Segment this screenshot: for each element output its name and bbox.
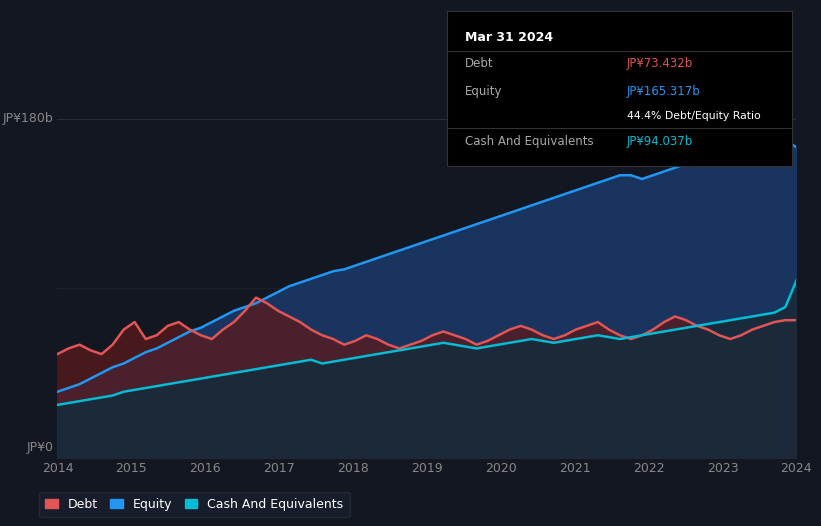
- Text: Mar 31 2024: Mar 31 2024: [465, 31, 553, 44]
- Text: JP¥165.317b: JP¥165.317b: [626, 85, 700, 98]
- Text: JP¥180b: JP¥180b: [3, 112, 54, 125]
- Text: Debt: Debt: [465, 57, 493, 70]
- Text: JP¥94.037b: JP¥94.037b: [626, 135, 693, 148]
- Legend: Debt, Equity, Cash And Equivalents: Debt, Equity, Cash And Equivalents: [39, 492, 350, 517]
- Text: Equity: Equity: [465, 85, 502, 98]
- Text: JP¥0: JP¥0: [27, 441, 54, 454]
- Text: Cash And Equivalents: Cash And Equivalents: [465, 135, 594, 148]
- Text: 44.4% Debt/Equity Ratio: 44.4% Debt/Equity Ratio: [626, 112, 760, 122]
- Text: JP¥73.432b: JP¥73.432b: [626, 57, 693, 70]
